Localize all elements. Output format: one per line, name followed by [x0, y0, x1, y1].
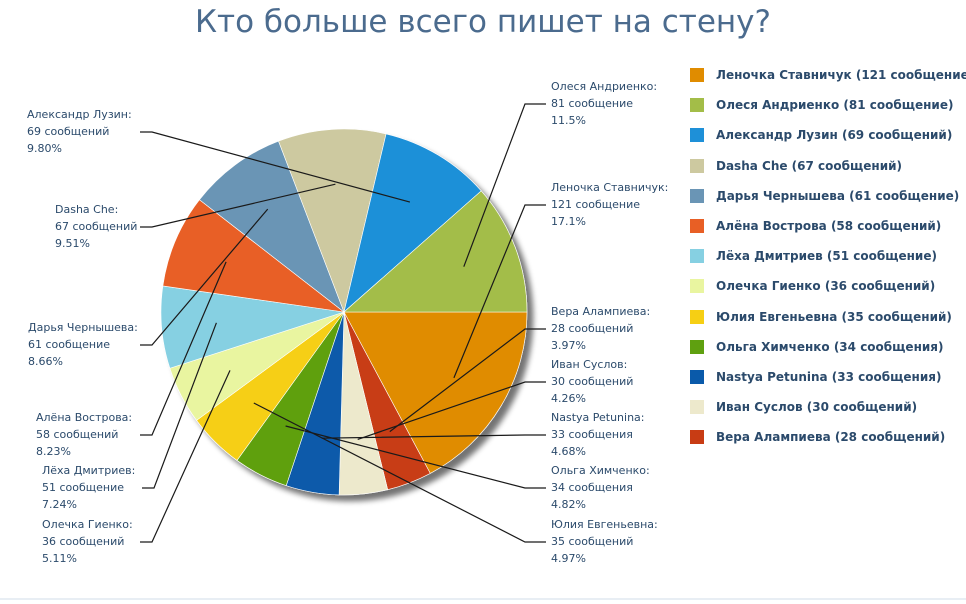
slice-label: Олеся Андриенко: 81 сообщение 11.5% — [551, 80, 657, 127]
divider — [0, 598, 966, 600]
legend-label: Вера Алампиева (28 сообщений) — [716, 430, 946, 445]
legend-item: Олеся Андриенко (81 сообщение) — [690, 94, 953, 116]
legend-swatch — [690, 188, 704, 203]
legend-item: Лёха Дмитриев (51 сообщение) — [690, 245, 937, 267]
legend-label: Дарья Чернышева (61 сообщение) — [716, 188, 960, 203]
leader-line — [357, 381, 546, 440]
legend-swatch — [690, 98, 704, 113]
pie-slice — [162, 199, 346, 313]
pie-slice — [199, 140, 345, 313]
legend-label: Олечка Гиенко (36 сообщений) — [716, 279, 936, 294]
leader-line — [253, 402, 546, 543]
slice-label: Nastya Petunina: 33 сообщения 4.68% — [551, 411, 645, 458]
legend-label: Иван Суслов (30 сообщений) — [716, 400, 918, 415]
legend-item: Ольга Химченко (34 сообщения) — [690, 336, 943, 358]
leader-line — [140, 183, 336, 228]
legend-label: Nastya Petunina (33 сообщения) — [716, 370, 942, 384]
pie-slice — [278, 128, 387, 314]
legend-item: Юлия Евгеньевна (35 сообщений) — [690, 306, 952, 328]
legend-swatch — [690, 68, 704, 82]
slice-label: Дарья Чернышева: 61 сообщение 8.66% — [28, 321, 138, 368]
slice-label: Вера Алампиева: 28 сообщений 3.97% — [551, 305, 650, 352]
legend-item: Вера Алампиева (28 сообщений) — [690, 426, 945, 448]
legend-swatch — [690, 339, 704, 354]
legend-label: Олеся Андриенко (81 сообщение) — [716, 98, 954, 113]
slice-label: Леночка Ставничук: 121 сообщение 17.1% — [551, 181, 668, 228]
legend-label: Ольга Химченко (34 сообщения) — [716, 339, 944, 354]
legend-item: Олечка Гиенко (36 сообщений) — [690, 275, 935, 297]
slice-label: Ольга Химченко: 34 сообщения 4.82% — [551, 464, 650, 511]
legend-label: Александр Лузин (69 сообщений) — [716, 128, 953, 143]
leader-line — [140, 370, 231, 543]
slice-label: Иван Суслов: 30 сообщений 4.26% — [551, 358, 633, 405]
legend-item: Алёна Вострова (58 сообщений) — [690, 215, 941, 237]
legend-item: Иван Суслов (30 сообщений) — [690, 396, 917, 418]
legend-swatch — [690, 400, 704, 415]
slice-label: Олечка Гиенко: 36 сообщений 5.11% — [42, 518, 133, 565]
slice-label: Лёха Дмитриев: 51 сообщение 7.24% — [42, 464, 135, 511]
leader-line — [389, 328, 546, 433]
legend-item: Dasha Che (67 сообщений) — [690, 155, 902, 177]
legend-label: Лёха Дмитриев (51 сообщение) — [716, 249, 937, 264]
legend-swatch — [690, 128, 704, 143]
slice-label: Юлия Евгеньевна: 35 сообщений 4.97% — [551, 518, 658, 565]
legend-item: Леночка Ставничук (121 сообщение) — [690, 64, 966, 86]
slice-label: Dasha Che: 67 сообщений 9.51% — [55, 203, 137, 250]
leader-line — [453, 204, 546, 379]
legend-swatch — [690, 219, 704, 233]
legend-item: Александр Лузин (69 сообщений) — [690, 124, 952, 146]
leader-line — [463, 103, 546, 267]
legend-swatch — [690, 309, 704, 324]
legend-swatch — [690, 430, 704, 445]
legend-item: Nastya Petunina (33 сообщения) — [690, 366, 941, 388]
pie-slice — [343, 133, 482, 313]
pie-slice — [343, 311, 528, 474]
leader-line — [140, 261, 227, 436]
leader-line — [140, 131, 411, 203]
slice-label: Александр Лузин: 69 сообщений 9.80% — [27, 108, 132, 155]
leader-line — [321, 434, 546, 439]
legend-item: Дарья Чернышева (61 сообщение) — [690, 185, 959, 207]
slice-label: Алёна Вострова: 58 сообщений 8.23% — [36, 411, 132, 458]
legend-swatch — [690, 158, 704, 173]
legend-label: Юлия Евгеньевна (35 сообщений) — [716, 309, 952, 324]
legend-label: Алёна Вострова (58 сообщений) — [716, 219, 942, 233]
legend: Леночка Ставничук (121 сообщение) Олеся А… — [690, 60, 966, 460]
chart-title: Кто больше всего пишет на стену? — [195, 4, 771, 40]
leader-line — [140, 208, 269, 346]
pie-chart: Леночка Ставничук: 121 сообщение 17.1% Вера… — [27, 80, 668, 565]
legend-swatch — [690, 249, 704, 264]
leader-line — [142, 322, 217, 489]
leader-line — [285, 425, 546, 489]
legend-label: Dasha Che (67 сообщений) — [716, 158, 903, 173]
legend-swatch — [690, 370, 704, 384]
legend-swatch — [690, 279, 704, 294]
legend-label: Леночка Ставничук (121 сообщение) — [716, 68, 966, 82]
